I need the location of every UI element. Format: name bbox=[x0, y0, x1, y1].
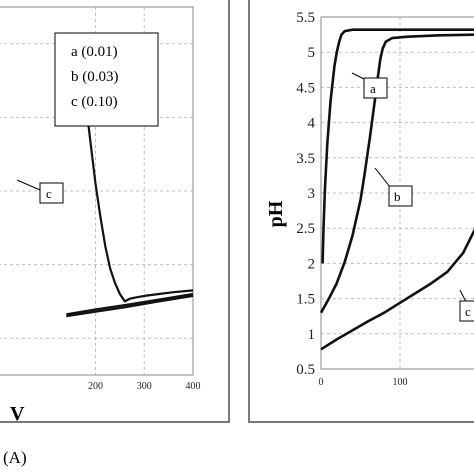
panel-a-x-axis-title: V bbox=[10, 403, 25, 425]
panel-b-series-a-line bbox=[321, 28, 474, 264]
panel-b-x-tick-label: 0 bbox=[319, 377, 324, 388]
panel-a-series-a-line bbox=[66, 292, 194, 316]
panel-b-y-tick-label: 3 bbox=[308, 186, 316, 202]
panel-b-y-tick-label: 0.5 bbox=[296, 362, 315, 378]
legend-entry-c: c (0.10) bbox=[71, 94, 118, 110]
panel-a-callout-c-text: c bbox=[46, 186, 52, 201]
panel-b-callout-b-text: b bbox=[394, 189, 401, 204]
panel-b-callout-c-text: c bbox=[465, 304, 471, 319]
panel-a-x-tick-label: 300 bbox=[137, 381, 152, 392]
panel-b-plot-area bbox=[320, 16, 474, 370]
panel-b-callout-a-box bbox=[363, 77, 388, 99]
panel-b-y-tick-label: 2.5 bbox=[296, 221, 315, 237]
panel-a: 200 300 400 V a (0.01) b (0.03) c (0.10) c bbox=[0, 0, 230, 425]
panel-b-callout-c: c bbox=[459, 289, 474, 322]
panel-b-callout-b-box bbox=[388, 185, 413, 207]
panel-a-plot-area bbox=[0, 6, 194, 376]
panel-b-callout-c-box bbox=[459, 300, 474, 322]
panel-b-x-tick-label: 100 bbox=[393, 377, 408, 388]
panel-a-callout-c-leader bbox=[16, 179, 41, 191]
panel-a-x-tick-label: 400 bbox=[186, 381, 201, 392]
panel-b-series bbox=[319, 28, 474, 351]
panel-b-callout-b-leader bbox=[374, 167, 391, 188]
panel-b-callout-b: b bbox=[374, 167, 413, 207]
panel-b-y-tick-label: 1.5 bbox=[296, 292, 315, 308]
panel-b-series-c-line bbox=[320, 228, 474, 351]
panel-b-frame bbox=[248, 0, 474, 423]
legend: a (0.01) b (0.03) c (0.10) bbox=[54, 32, 159, 127]
panel-b-callout-a: a bbox=[351, 72, 388, 99]
panel-b-y-tick-label: 1 bbox=[308, 327, 316, 343]
panel-b: 0.5 1 1.5 2 2.5 3 3.5 4 4.5 5 5.5 0 100 pH a b c bbox=[248, 0, 474, 423]
panel-a-callout-c: c bbox=[16, 179, 64, 204]
panel-b-y-axis-title: pH bbox=[265, 200, 287, 227]
panel-b-callout-c-leader bbox=[459, 289, 467, 303]
legend-entry-b: b (0.03) bbox=[71, 69, 119, 85]
panel-a-frame bbox=[0, 0, 230, 423]
panel-a-x-ticks: 200 300 400 bbox=[88, 381, 201, 392]
panel-b-callout-a-leader bbox=[351, 72, 365, 80]
panel-b-series-b-line bbox=[319, 33, 474, 314]
panel-a-x-tick-label: 200 bbox=[88, 381, 103, 392]
panel-a-callout-c-box bbox=[39, 182, 64, 204]
panel-b-y-tick-label: 5 bbox=[308, 45, 316, 61]
panel-b-y-tick-label: 3.5 bbox=[296, 151, 315, 167]
panel-a-series-b-line bbox=[66, 294, 194, 318]
panel-b-callout-a-text: a bbox=[370, 81, 376, 96]
panel-b-y-tick-label: 2 bbox=[308, 256, 316, 272]
panel-a-label: (A) bbox=[3, 448, 27, 467]
legend-box bbox=[54, 32, 159, 127]
panel-b-ticks: 0.5 1 1.5 2 2.5 3 3.5 4 4.5 5 5.5 0 100 bbox=[296, 10, 407, 388]
panel-b-y-tick-label: 4.5 bbox=[296, 80, 315, 96]
panel-b-y-tick-label: 5.5 bbox=[296, 10, 315, 26]
legend-entry-a: a (0.01) bbox=[71, 44, 118, 60]
panel-b-y-tick-label: 4 bbox=[308, 116, 316, 132]
